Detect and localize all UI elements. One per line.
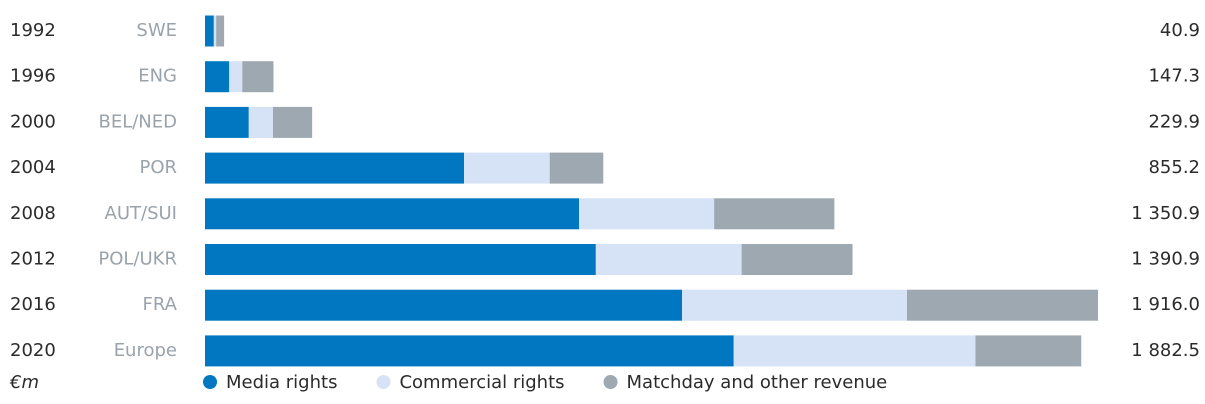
bar-segment	[205, 198, 580, 230]
year-label: 2008	[10, 203, 56, 224]
legend-swatch	[376, 375, 391, 389]
bar-segment	[595, 244, 742, 275]
year-label: 2020	[10, 340, 56, 361]
bar-segment	[714, 198, 835, 230]
bar-segment	[975, 335, 1082, 367]
legend-label: Media rights	[226, 372, 337, 393]
host-label: FRA	[143, 294, 178, 315]
year-label: 2000	[10, 111, 56, 132]
bar-segment	[205, 61, 230, 93]
year-label: 2012	[10, 249, 56, 270]
bar-segment	[907, 289, 1098, 321]
unit-label: €m	[9, 372, 39, 393]
total-label: 229.9	[1148, 111, 1200, 132]
bar-segment	[205, 289, 683, 321]
bar-segment	[229, 61, 243, 93]
total-label: 1 350.9	[1131, 203, 1200, 224]
total-label: 1 390.9	[1131, 249, 1200, 270]
bar-segment	[205, 335, 734, 367]
bar-segment	[213, 15, 217, 47]
bar-segment	[205, 15, 214, 47]
total-label: 1 916.0	[1131, 294, 1200, 315]
year-label: 1992	[10, 20, 56, 41]
bar-segment	[205, 244, 596, 275]
bar-segment	[248, 106, 274, 138]
host-label: POR	[139, 157, 177, 178]
bar-segment	[682, 289, 908, 321]
bar-segment	[242, 61, 274, 93]
host-label: ENG	[138, 66, 177, 87]
bar-segment	[464, 152, 550, 184]
host-label: BEL/NED	[98, 111, 177, 132]
bar-segment	[549, 152, 604, 184]
bar-segment	[733, 335, 976, 367]
year-label: 2004	[10, 157, 56, 178]
host-label: AUT/SUI	[105, 203, 177, 224]
total-label: 40.9	[1160, 20, 1200, 41]
host-label: Europe	[114, 340, 177, 361]
bar-segment	[741, 244, 853, 275]
bar-segment	[579, 198, 715, 230]
bar-segment	[273, 106, 313, 138]
bar-segment	[205, 106, 249, 138]
legend-swatch	[203, 375, 217, 389]
host-label: SWE	[136, 20, 177, 41]
bar-segment	[216, 15, 225, 47]
host-label: POL/UKR	[98, 249, 177, 270]
legend-label: Matchday and other revenue	[627, 372, 888, 393]
year-label: 2016	[10, 294, 56, 315]
total-label: 1 882.5	[1131, 340, 1200, 361]
bar-segment	[205, 152, 465, 184]
legend-label: Commercial rights	[399, 372, 564, 393]
total-label: 855.2	[1148, 157, 1200, 178]
total-label: 147.3	[1148, 66, 1200, 87]
legend-swatch	[603, 375, 618, 389]
year-label: 1996	[10, 66, 56, 87]
